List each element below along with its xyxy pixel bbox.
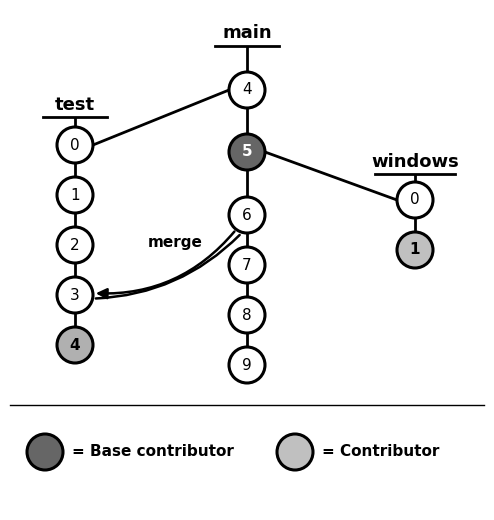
Text: main: main (222, 24, 272, 42)
Text: 1: 1 (410, 242, 420, 257)
Text: 2: 2 (70, 238, 80, 253)
Text: 0: 0 (70, 137, 80, 152)
Text: 4: 4 (242, 83, 252, 98)
Text: merge: merge (148, 235, 203, 250)
FancyArrowPatch shape (96, 235, 240, 298)
Circle shape (229, 72, 265, 108)
Circle shape (397, 232, 433, 268)
Circle shape (397, 182, 433, 218)
Text: = Contributor: = Contributor (322, 445, 439, 460)
Circle shape (57, 327, 93, 363)
Circle shape (57, 227, 93, 263)
Text: 4: 4 (70, 337, 81, 353)
Text: 1: 1 (70, 188, 80, 202)
Circle shape (57, 127, 93, 163)
Circle shape (229, 247, 265, 283)
Text: 6: 6 (242, 207, 252, 223)
Text: test: test (55, 96, 95, 114)
Circle shape (57, 277, 93, 313)
Circle shape (229, 347, 265, 383)
Circle shape (229, 297, 265, 333)
Circle shape (229, 197, 265, 233)
FancyArrowPatch shape (99, 231, 235, 298)
Text: = Base contributor: = Base contributor (72, 445, 234, 460)
Text: 0: 0 (410, 192, 420, 207)
Text: 5: 5 (242, 145, 252, 160)
Text: 9: 9 (242, 358, 252, 372)
Text: 7: 7 (242, 257, 252, 272)
Text: 3: 3 (70, 288, 80, 303)
Text: 8: 8 (242, 307, 252, 322)
Circle shape (57, 177, 93, 213)
Circle shape (229, 134, 265, 170)
Text: windows: windows (371, 153, 459, 171)
Circle shape (27, 434, 63, 470)
Circle shape (277, 434, 313, 470)
